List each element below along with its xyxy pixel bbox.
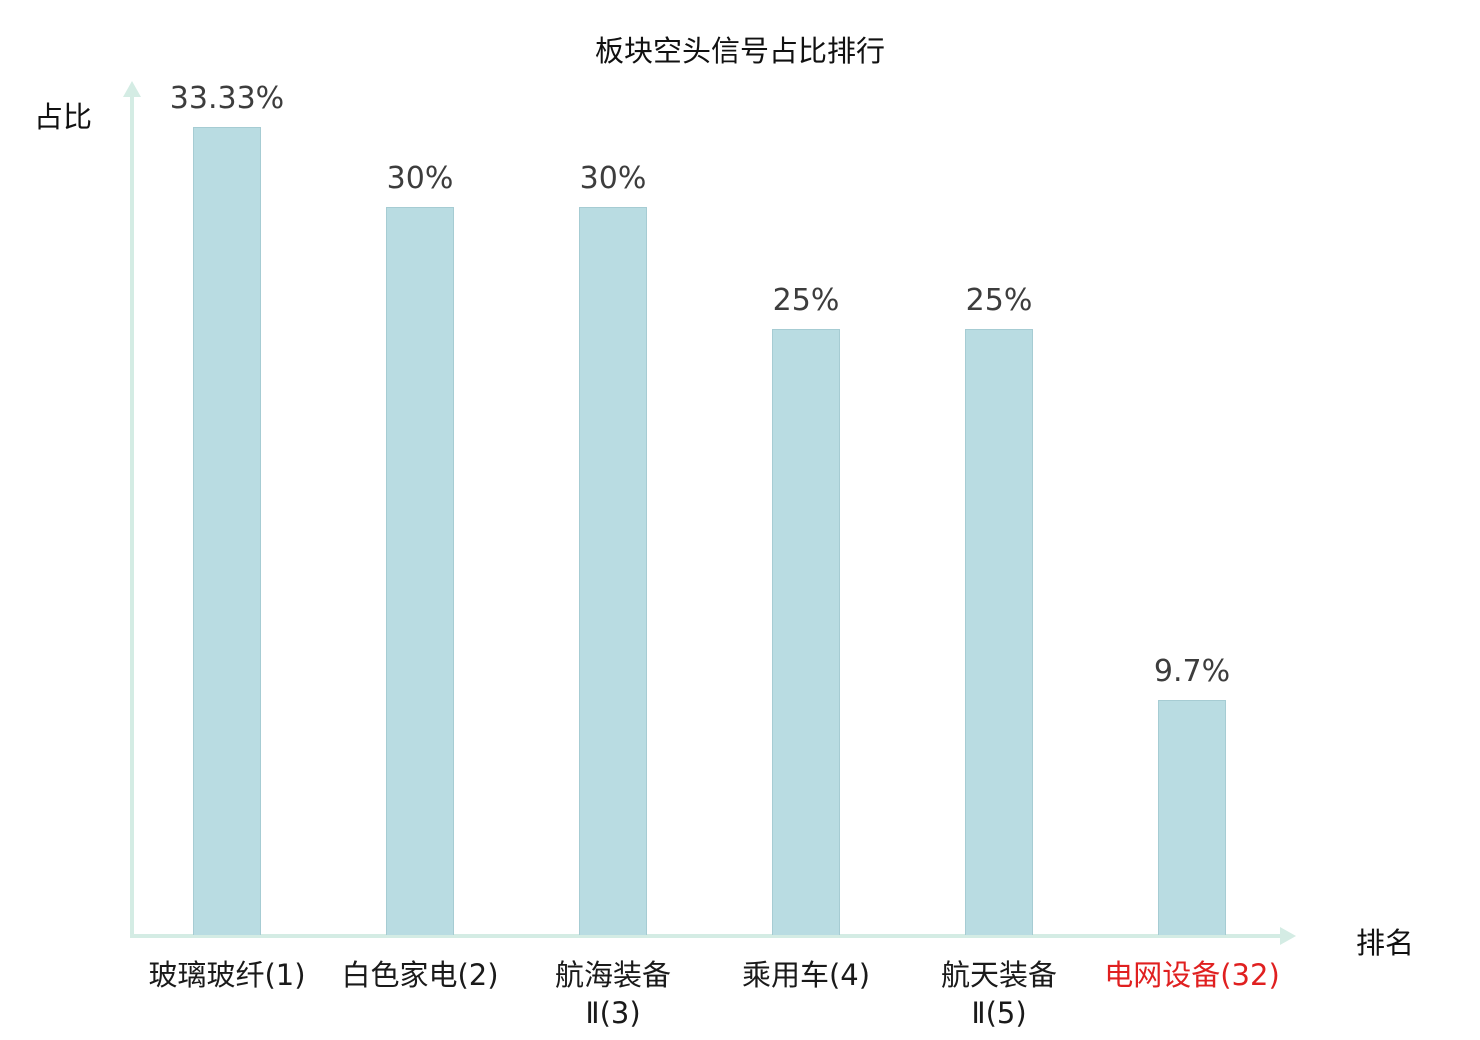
value-label-3: 30% <box>579 161 647 196</box>
value-label-4: 25% <box>772 283 840 318</box>
y-axis-label: 占比 <box>34 100 93 134</box>
bar-2 <box>386 207 454 935</box>
bar-5 <box>965 329 1033 935</box>
x-axis-label: 排名 <box>1356 926 1415 960</box>
category-label-3: 航海装备 Ⅱ(3) <box>554 958 671 1031</box>
category-label-1: 玻璃玻纤(1) <box>148 958 306 992</box>
value-label-2: 30% <box>386 161 454 196</box>
bar-1 <box>193 127 261 935</box>
category-label-5: 航天装备 Ⅱ(5) <box>940 958 1057 1031</box>
bar-4 <box>772 329 840 935</box>
y-axis <box>130 88 134 938</box>
plot-area: 33.33% 玻璃玻纤(1) 30% 白色家电(2) 30% 航海装备 Ⅱ(3) 25% 乘用… <box>123 81 1296 1030</box>
category-label-6: 电网设备(32) <box>1104 958 1280 992</box>
value-label-5: 25% <box>965 283 1033 318</box>
chart-title: 板块空头信号占比排行 <box>594 34 885 68</box>
category-label-2: 白色家电(2) <box>341 958 499 992</box>
y-axis-arrow-icon <box>123 72 141 97</box>
bar-6 <box>1158 700 1226 935</box>
category-label-4: 乘用车(4) <box>741 958 871 992</box>
bar-3 <box>579 207 647 935</box>
value-label-1: 33.33% <box>169 81 285 116</box>
x-axis-arrow-icon <box>1280 927 1305 945</box>
value-label-6: 9.7% <box>1153 654 1231 689</box>
x-axis <box>130 934 1282 938</box>
